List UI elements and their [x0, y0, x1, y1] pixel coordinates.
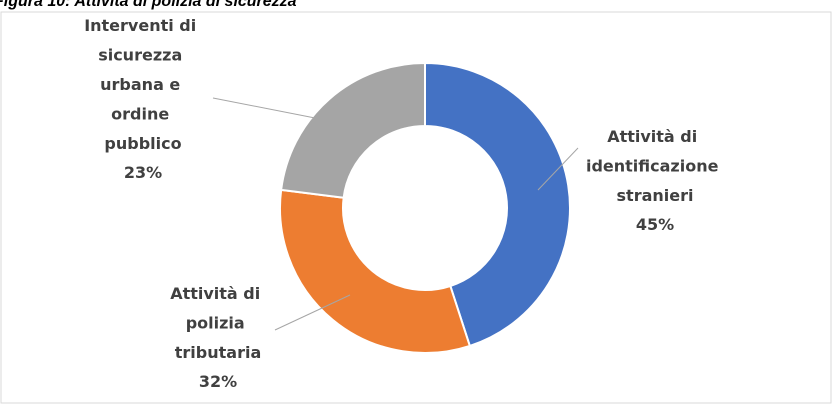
leader-line	[274, 294, 351, 331]
donut-slice	[280, 61, 426, 199]
value-label: 45%	[636, 215, 674, 234]
label-line: Attività di	[607, 127, 703, 146]
label-line: polizia	[186, 313, 251, 332]
label-line: Attività di	[170, 284, 266, 303]
value-label: 32%	[199, 372, 237, 391]
label-line: identificazione	[586, 156, 724, 175]
label-line: sicurezza	[98, 45, 188, 64]
slice-label: Interventi di sicurezza urbana e ordine …	[84, 16, 202, 153]
chart-frame	[0, 11, 832, 404]
label-line: urbana e	[100, 75, 186, 94]
donut-slice	[424, 61, 571, 348]
leader-line	[212, 97, 316, 119]
slice-label: Attività di identificazione stranieri	[586, 127, 724, 205]
label-line: ordine	[111, 104, 175, 123]
value-label: 23%	[124, 163, 162, 182]
donut-slice	[279, 188, 472, 354]
label-line: stranieri	[617, 186, 694, 205]
chart-title: Figura 10: Attività di polizia di sicure…	[0, 0, 297, 10]
label-line: tributaria	[175, 343, 261, 362]
leader-line	[537, 147, 579, 191]
label-line: Interventi di	[84, 16, 202, 35]
slice-label: Attività di polizia tributaria	[170, 284, 266, 362]
label-line: pubblico	[104, 134, 181, 153]
